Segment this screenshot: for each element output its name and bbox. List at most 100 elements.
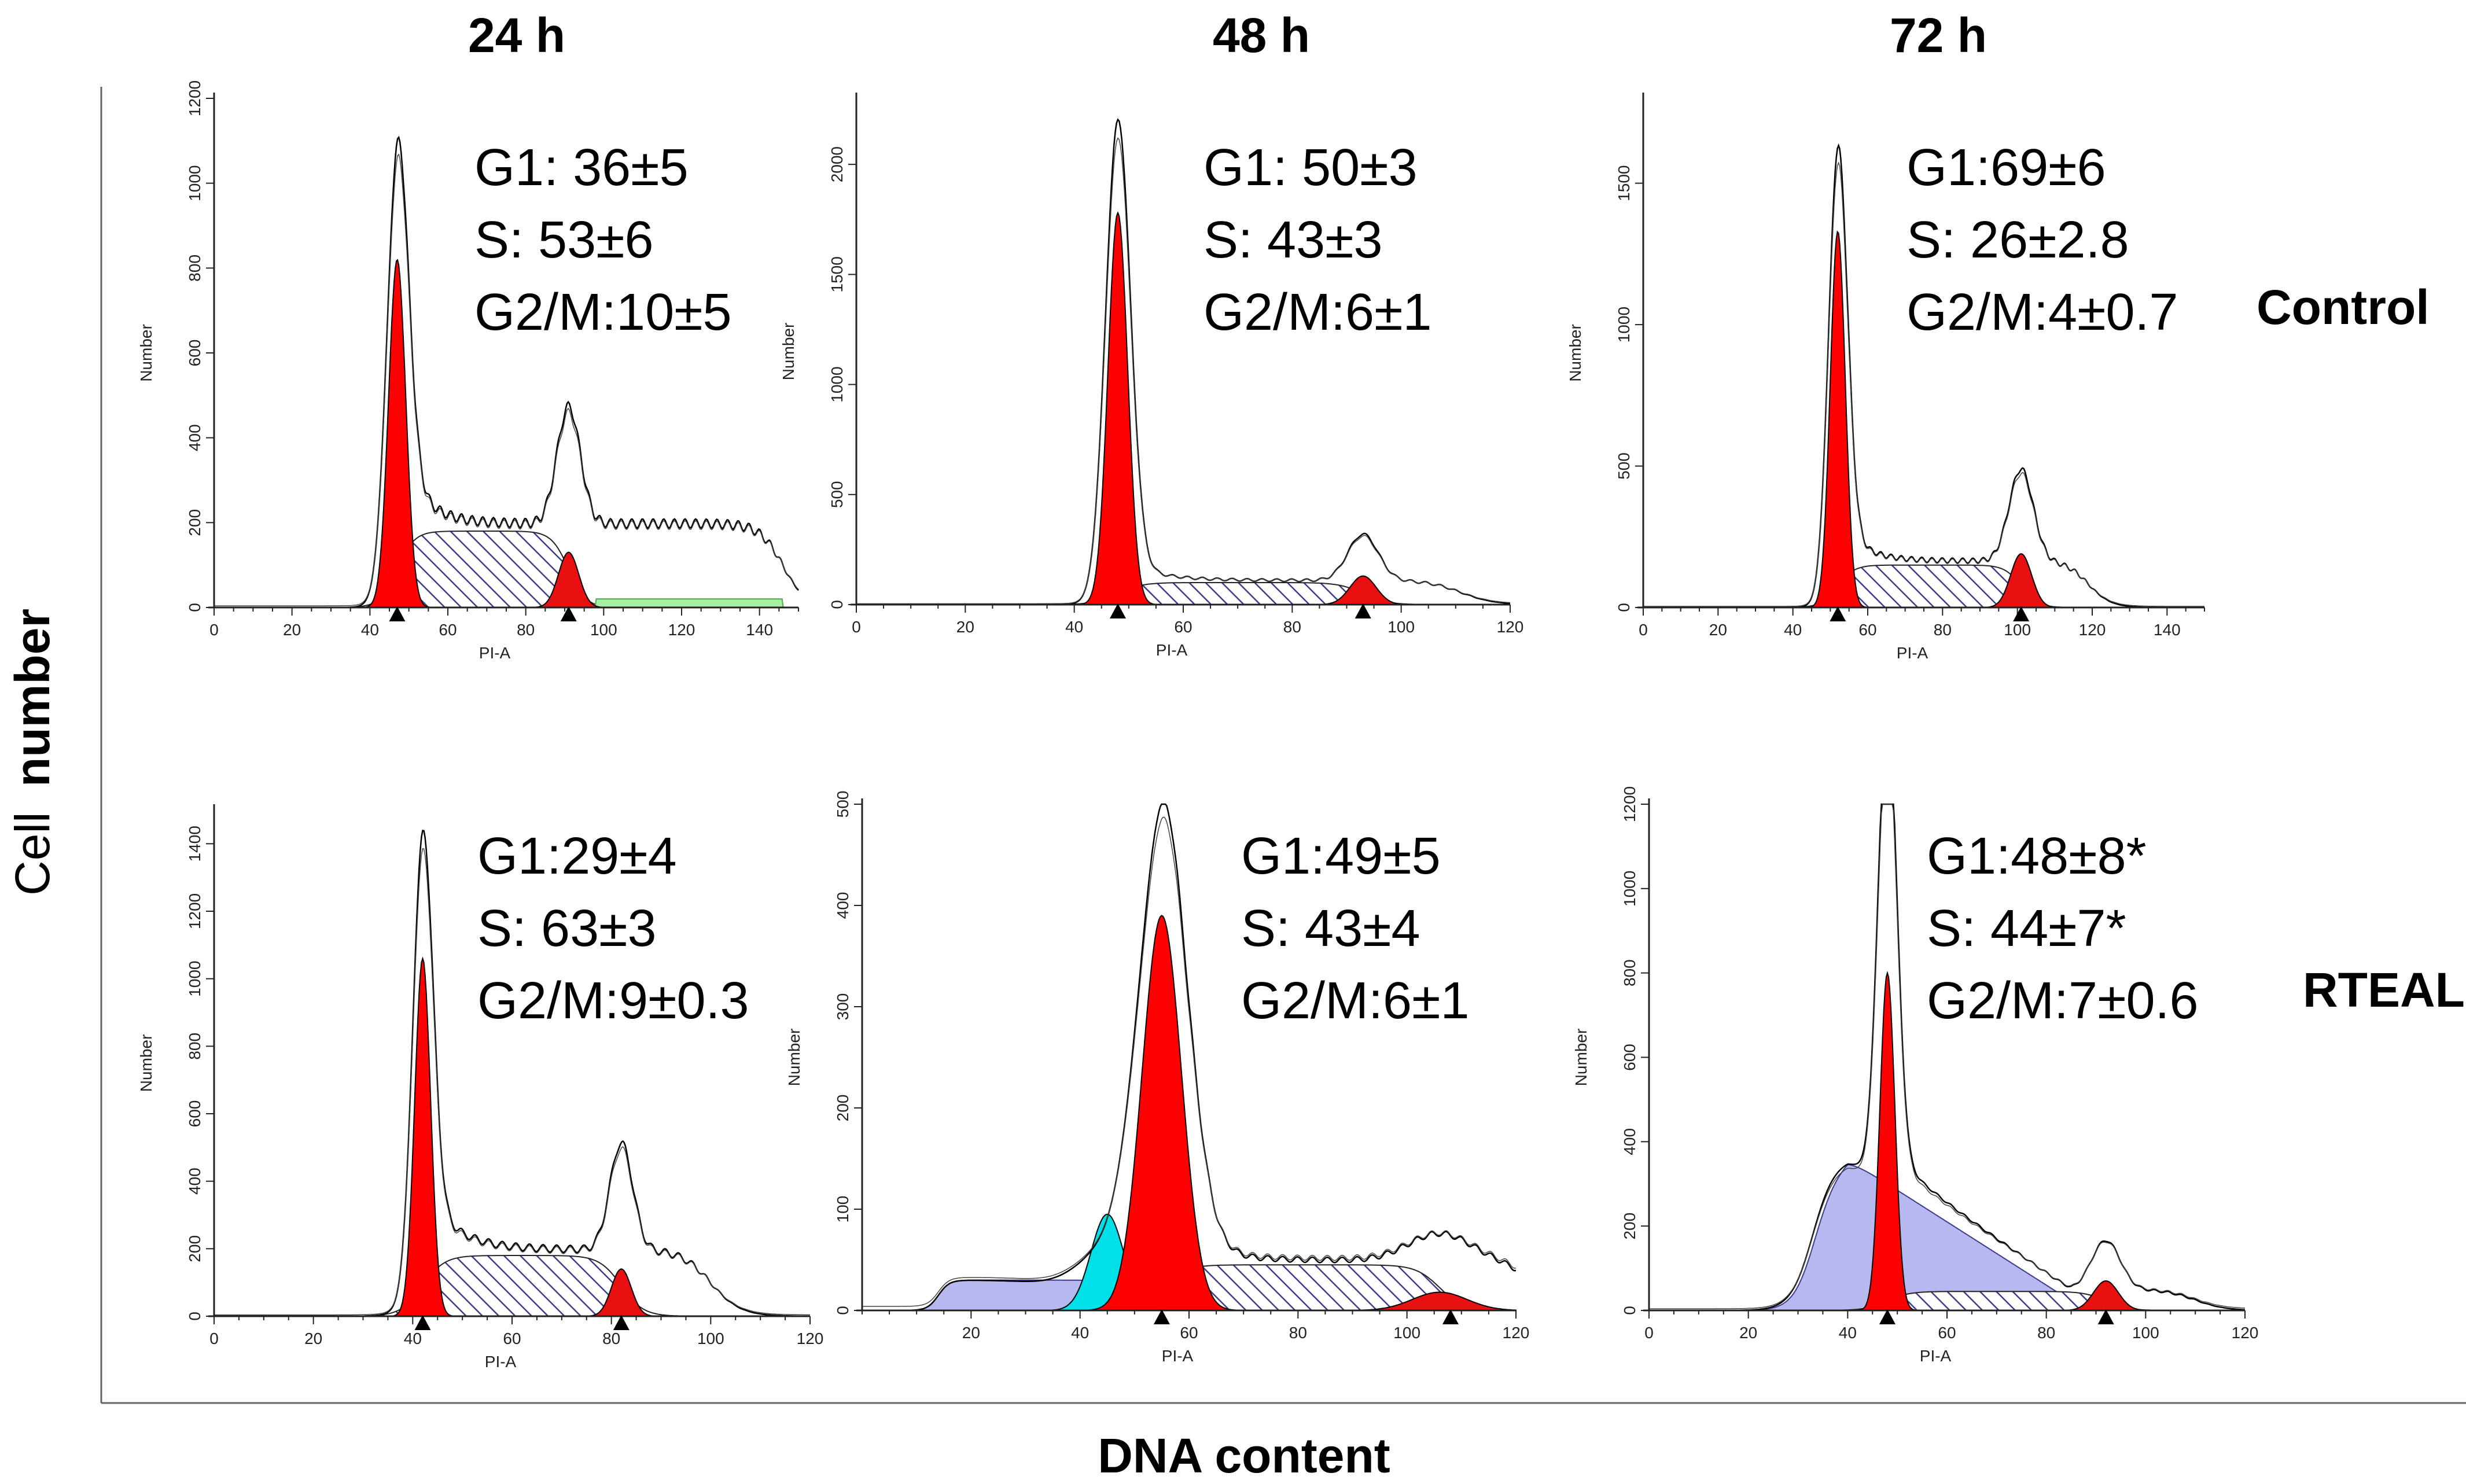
histogram-panel: 0 20 40 60 80 100 120 140 0 200 400 600 800 1000 1200 P… bbox=[137, 80, 799, 662]
phase-statistic: G2/M:9±0.3 bbox=[477, 972, 749, 1030]
y-axis-title: Number bbox=[785, 1029, 803, 1087]
model-fit-line bbox=[862, 816, 1517, 1307]
x-tick-label: 120 bbox=[797, 1330, 824, 1347]
x-tick-label: 20 bbox=[962, 1324, 980, 1342]
model-fit-line bbox=[856, 137, 1511, 605]
row-label-control: Control bbox=[2257, 280, 2430, 334]
phase-statistic: G2/M:6±1 bbox=[1241, 972, 1470, 1030]
phase-statistic: S: 44±7* bbox=[1927, 900, 2126, 958]
x-tick-label: 60 bbox=[1938, 1324, 1956, 1342]
y-axis-label-prefix: Cell bbox=[5, 812, 60, 896]
x-axis-title: PI-A bbox=[479, 644, 511, 662]
x-tick-label: 100 bbox=[590, 621, 617, 639]
x-tick-label: 20 bbox=[1709, 621, 1727, 639]
y-tick-label: 800 bbox=[1621, 959, 1639, 986]
histogram-panel: 0 20 40 60 80 100 1200200400600800100012001400… bbox=[137, 804, 823, 1371]
x-tick-label: 140 bbox=[746, 621, 773, 639]
x-tick-label: 60 bbox=[439, 621, 457, 639]
peak-marker-triangle bbox=[389, 606, 406, 621]
phase-statistic: S: 26±2.8 bbox=[1906, 211, 2129, 269]
y-axis-label-bold: number bbox=[5, 609, 60, 787]
s-phase-region bbox=[214, 1255, 810, 1317]
y-axis-title: Number bbox=[1572, 1029, 1590, 1087]
s-phase-region bbox=[856, 582, 1510, 605]
y-tick-label: 200 bbox=[1621, 1213, 1639, 1240]
x-axis-title: PI-A bbox=[1156, 641, 1188, 659]
peak-marker-triangle bbox=[613, 1315, 630, 1330]
s-phase-region bbox=[1649, 1291, 2245, 1311]
s-phase-region bbox=[1643, 564, 2204, 608]
x-axis-title: PI-A bbox=[485, 1353, 517, 1371]
peak-marker-triangle bbox=[1442, 1309, 1459, 1324]
phase-statistic: S: 43±3 bbox=[1203, 211, 1383, 269]
y-tick-label: 1500 bbox=[1615, 165, 1633, 201]
phase-statistic: G1:29±4 bbox=[477, 827, 677, 885]
y-tick-label: 200 bbox=[186, 509, 204, 536]
y-tick-label: 400 bbox=[186, 1168, 204, 1195]
phase-statistic: S: 63±3 bbox=[477, 900, 657, 958]
x-tick-label: 60 bbox=[503, 1330, 521, 1347]
g1-peak-fill bbox=[856, 211, 1510, 605]
phase-statistic: G1: 36±5 bbox=[474, 139, 689, 197]
y-tick-label: 2000 bbox=[828, 146, 846, 182]
y-tick-label: 600 bbox=[186, 340, 204, 367]
y-tick-label: 0 bbox=[834, 1306, 852, 1315]
phase-statistic: G2/M:10±5 bbox=[474, 283, 732, 341]
y-tick-label: 1000 bbox=[186, 961, 204, 997]
x-tick-label: 80 bbox=[1283, 618, 1301, 636]
x-tick-label: 100 bbox=[2132, 1324, 2159, 1342]
x-tick-label: 0 bbox=[852, 618, 861, 636]
x-tick-label: 120 bbox=[668, 621, 695, 639]
x-tick-label: 40 bbox=[404, 1330, 422, 1347]
x-tick-label: 80 bbox=[1289, 1324, 1307, 1342]
x-tick-label: 80 bbox=[1934, 621, 1952, 639]
y-axis-title: Number bbox=[1566, 324, 1584, 382]
histogram-panel: 20 40 60 80 100 120 0 100 200 300 400 500 PI-A Number… bbox=[785, 791, 1529, 1365]
model-fit-line bbox=[1643, 161, 2204, 607]
peak-marker-triangle bbox=[1830, 606, 1846, 621]
peak-marker-triangle bbox=[2097, 1309, 2114, 1324]
x-tick-label: 20 bbox=[956, 618, 974, 636]
row-label-rteal: RTEAL bbox=[2303, 963, 2465, 1017]
x-tick-label: 0 bbox=[209, 1330, 219, 1347]
y-tick-label: 0 bbox=[186, 603, 204, 612]
x-axis-title: PI-A bbox=[1162, 1347, 1194, 1365]
model-fit-line bbox=[214, 848, 810, 1316]
peak-marker-triangle bbox=[414, 1315, 431, 1330]
column-title-72h: 72 h bbox=[1890, 8, 1987, 62]
phase-statistic: S: 53±6 bbox=[474, 211, 654, 269]
y-tick-label: 1000 bbox=[186, 165, 204, 201]
y-tick-label: 600 bbox=[1621, 1044, 1639, 1071]
y-tick-label: 500 bbox=[828, 481, 846, 508]
s-phase-region bbox=[214, 531, 798, 608]
x-tick-label: 20 bbox=[304, 1330, 322, 1347]
x-tick-label: 80 bbox=[517, 621, 535, 639]
y-tick-label: 600 bbox=[186, 1100, 204, 1128]
phase-statistic: G2/M:6±1 bbox=[1203, 283, 1432, 341]
y-tick-label: 0 bbox=[828, 600, 846, 609]
x-tick-label: 0 bbox=[1644, 1324, 1654, 1342]
x-tick-label: 40 bbox=[1065, 618, 1083, 636]
x-axis-title: PI-A bbox=[1920, 1347, 1952, 1365]
x-tick-label: 40 bbox=[1784, 621, 1802, 639]
phase-statistic: G2/M:7±0.6 bbox=[1927, 972, 2199, 1030]
y-tick-label: 1000 bbox=[1621, 871, 1639, 907]
phase-statistic: G1:48±8* bbox=[1927, 827, 2147, 885]
x-tick-label: 120 bbox=[2079, 621, 2106, 639]
y-tick-label: 400 bbox=[186, 424, 204, 451]
y-tick-label: 500 bbox=[1615, 452, 1633, 480]
y-tick-label: 300 bbox=[834, 993, 852, 1021]
x-tick-label: 100 bbox=[1393, 1324, 1420, 1342]
y-tick-label: 0 bbox=[1615, 603, 1633, 612]
y-tick-label: 1200 bbox=[186, 80, 204, 116]
peak-marker-triangle bbox=[1355, 603, 1371, 618]
phase-statistic: G2/M:4±0.7 bbox=[1906, 283, 2178, 341]
x-tick-label: 40 bbox=[361, 621, 379, 639]
peak-marker-triangle bbox=[1110, 603, 1126, 618]
peak-marker-triangle bbox=[1153, 1309, 1170, 1324]
y-tick-label: 0 bbox=[186, 1312, 204, 1321]
x-tick-label: 40 bbox=[1839, 1324, 1857, 1342]
y-axis-label: Cell number bbox=[5, 609, 60, 896]
y-axis-title: Number bbox=[137, 324, 155, 382]
